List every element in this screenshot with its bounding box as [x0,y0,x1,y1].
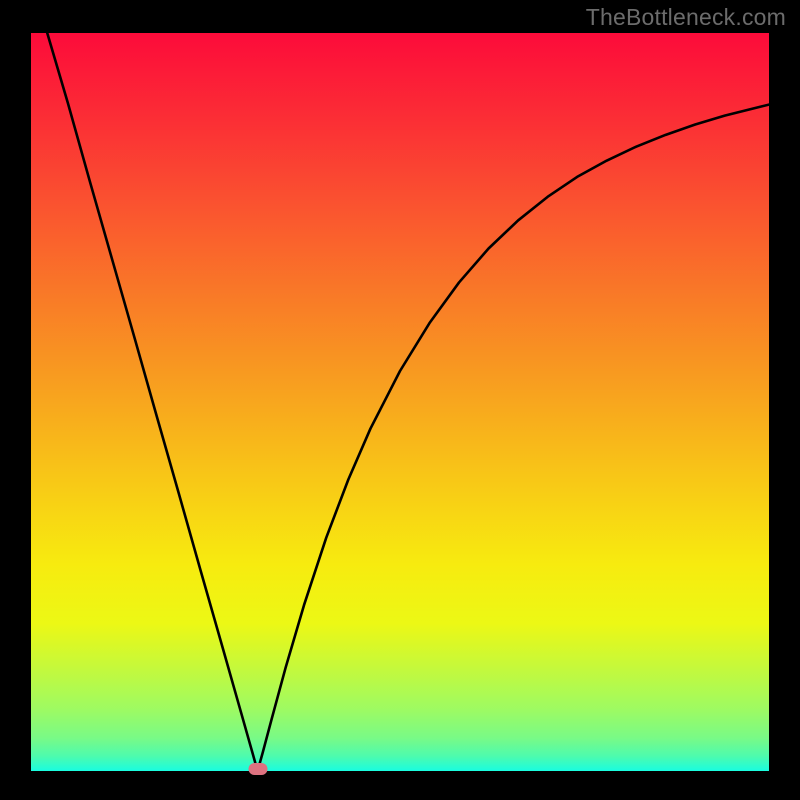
watermark-text: TheBottleneck.com [586,4,786,31]
minimum-marker [248,763,267,775]
plot-area [31,33,769,771]
curve-line [31,33,769,771]
curve-path [47,33,769,771]
